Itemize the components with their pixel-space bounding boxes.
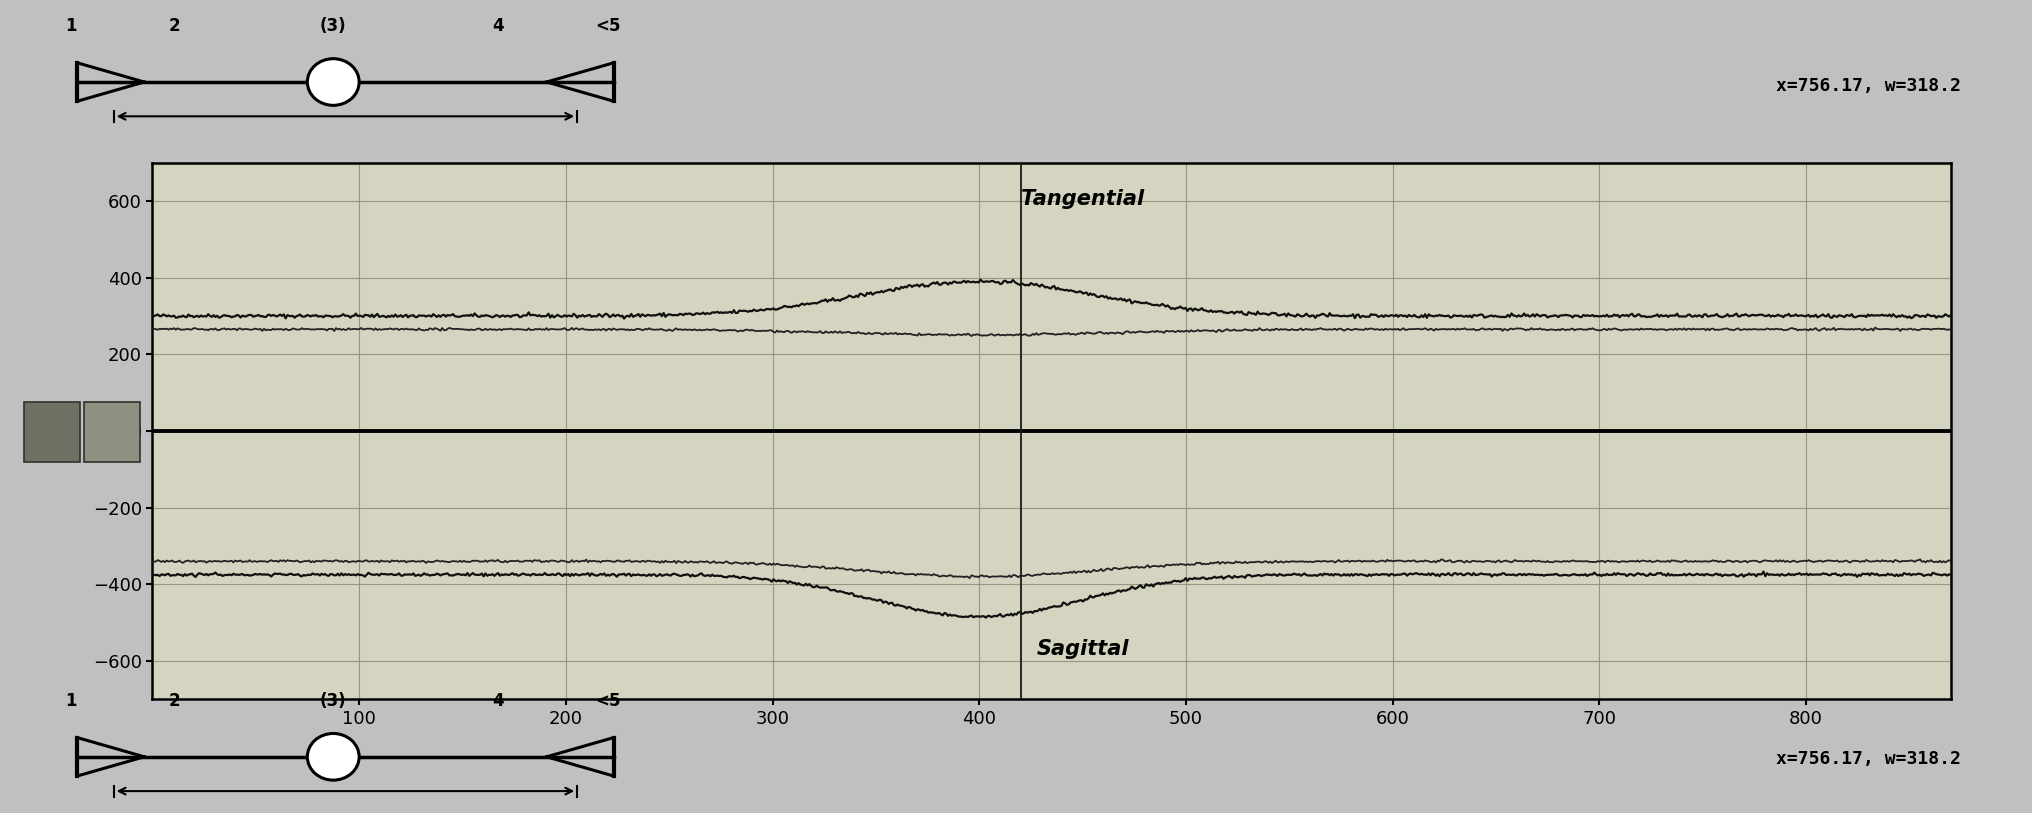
Text: 1: 1 [65, 692, 77, 711]
Text: Tangential: Tangential [1020, 189, 1144, 210]
Text: 4: 4 [492, 692, 504, 711]
Text: (3): (3) [319, 692, 347, 711]
Text: x=756.17, w=318.2: x=756.17, w=318.2 [1776, 750, 1961, 768]
Text: 2: 2 [169, 692, 181, 711]
Bar [24, 402, 79, 462]
Text: <5: <5 [595, 692, 620, 711]
Text: 2: 2 [169, 17, 181, 35]
Text: 4: 4 [492, 17, 504, 35]
Text: <5: <5 [595, 17, 620, 35]
Text: x=756.17, w=318.2: x=756.17, w=318.2 [1776, 77, 1961, 95]
Text: (3): (3) [319, 17, 347, 35]
Ellipse shape [307, 59, 360, 106]
Ellipse shape [307, 733, 360, 780]
Text: Sagittal: Sagittal [1036, 639, 1130, 659]
Text: 1: 1 [65, 17, 77, 35]
Bar [83, 402, 140, 462]
